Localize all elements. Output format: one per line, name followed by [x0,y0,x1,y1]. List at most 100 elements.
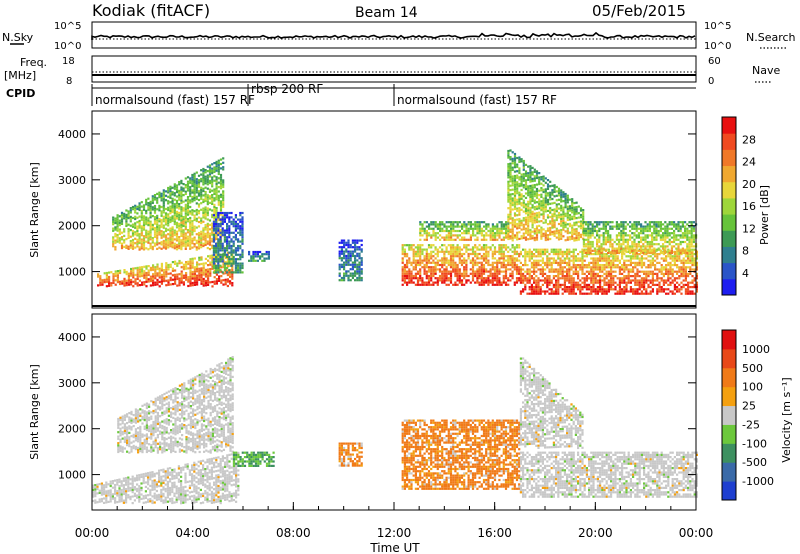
power-cell [215,233,218,236]
power-cell [204,232,207,235]
power-cell [215,218,218,221]
power-cell [178,273,181,276]
power-cell [432,232,435,235]
power-cell [614,275,617,278]
power-cell [491,229,494,233]
power-cell [434,236,437,239]
power-cell [223,238,226,241]
power-cell [354,239,357,242]
power-cell [178,277,181,280]
power-cell [546,194,550,197]
power-cell [491,283,494,286]
power-cell [562,222,565,225]
power-cell [112,227,115,230]
power-cell [343,274,346,277]
power-cell [156,230,159,233]
power-cell [202,207,205,210]
power-cell [482,283,486,286]
power-cell [164,229,168,233]
power-cell [557,275,560,278]
power-cell [474,281,477,284]
power-cell [491,266,494,269]
power-cell [215,258,218,261]
power-cell [474,225,477,228]
power-cell [228,240,231,243]
power-cell [197,198,201,202]
power-cell [555,253,558,256]
power-cell [164,194,168,197]
power-cell [516,209,519,212]
power-cell [559,248,562,251]
power-cell [530,261,533,264]
power-cell [625,259,628,262]
power-cell [436,281,439,284]
power-cell [198,256,201,259]
power-cell [191,277,194,280]
power-cell [531,210,534,213]
power-cell [552,257,555,260]
power-cell [419,257,422,260]
power-cell [513,259,516,262]
power-cell [447,225,450,228]
power-cell [614,255,617,258]
power-cell [494,238,497,241]
power-cell [441,259,444,262]
power-cell [516,156,519,160]
power-cell [226,240,229,243]
power-cell [434,270,437,273]
power-cell [147,273,150,276]
power-cell [533,259,536,262]
power-cell [231,273,234,276]
power-cell [131,247,135,250]
power-cell [219,264,222,267]
power-cell [401,277,404,280]
power-cell [458,277,461,280]
power-cell [202,187,205,190]
power-cell [535,288,538,291]
power-cell [467,257,470,260]
power-cell [347,257,350,260]
power-cell [585,279,588,282]
power-cell [629,275,632,278]
power-cell [142,221,146,225]
power-cell [200,276,203,279]
power-cell [219,200,223,203]
power-cell [441,261,444,264]
power-cell [511,232,514,235]
power-cell [511,160,514,163]
power-cell [487,250,490,253]
power-cell [511,261,514,264]
power-cell [452,268,455,271]
power-cell [555,236,558,239]
power-cell [219,178,223,181]
power-cell [568,261,571,264]
power-cell [516,185,519,188]
power-cell [634,288,637,291]
power-cell [143,281,146,284]
power-cell [632,288,635,291]
power-cell [519,250,522,253]
power-cell [412,274,415,278]
power-cell [239,225,242,228]
power-cell [430,227,433,230]
power-cell [465,281,468,284]
power-cell [219,206,223,210]
power-cell [119,269,122,272]
power-cell [607,264,610,267]
power-cell [184,243,187,246]
power-cell [507,165,510,168]
power-cell [673,257,676,260]
power-cell [676,266,679,269]
power-cell [211,209,214,212]
power-cell [452,225,455,228]
power-cell [143,274,146,277]
power-cell [627,255,630,258]
power-cell [541,248,544,251]
power-cell [156,234,159,237]
power-cell [649,270,652,273]
power-cell [680,281,683,284]
power-cell [476,232,479,235]
power-cell [356,241,359,244]
power-cell [530,253,533,256]
power-cell [590,261,593,264]
